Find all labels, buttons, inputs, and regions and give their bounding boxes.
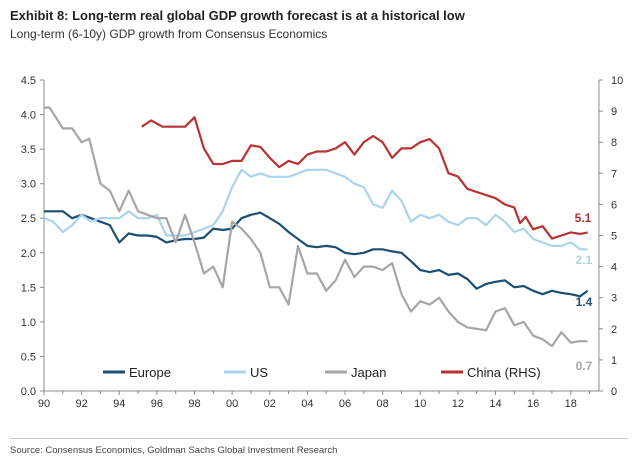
- chart-subtitle: Long-term (6-10y) GDP growth from Consen…: [10, 27, 328, 41]
- left-y-tick-label: 2.0: [21, 248, 36, 260]
- legend-label: Japan: [351, 365, 386, 380]
- left-y-tick-label: 4.0: [21, 110, 36, 122]
- right-y-tick-label: 3: [611, 293, 617, 305]
- x-tick-label: 06: [339, 398, 351, 410]
- series-line-europe: [44, 210, 589, 298]
- end-value-label: 5.1: [575, 211, 592, 225]
- end-value-label: 0.7: [576, 359, 593, 373]
- right-y-tick-label: 7: [611, 168, 617, 180]
- chart-title: Exhibit 8: Long-term real global GDP gro…: [10, 8, 465, 23]
- right-y-tick-label: 6: [611, 199, 617, 211]
- footer-divider: [10, 438, 628, 439]
- x-tick-label: 14: [489, 398, 501, 410]
- right-y-tick-label: 5: [611, 231, 617, 243]
- x-tick-label: 02: [264, 398, 276, 410]
- series-line-china-rhs: [141, 116, 588, 240]
- source-note: Source: Consensus Economics, Goldman Sac…: [10, 445, 338, 456]
- right-y-tick-label: 9: [611, 106, 617, 118]
- left-y-tick-label: 3.0: [21, 179, 36, 191]
- left-y-tick-label: 1.0: [21, 317, 36, 329]
- x-tick-label: 18: [565, 398, 577, 410]
- x-tick-label: 12: [452, 398, 464, 410]
- left-y-tick-label: 3.5: [21, 144, 36, 156]
- legend-label: China (RHS): [467, 365, 541, 380]
- series-line-us: [43, 168, 588, 251]
- left-y-tick-label: 1.5: [21, 282, 36, 294]
- right-y-tick-label: 1: [611, 355, 617, 367]
- right-y-tick-label: 10: [611, 75, 623, 87]
- legend-label: US: [250, 365, 268, 380]
- x-tick-label: 04: [301, 398, 313, 410]
- x-tick-label: 96: [151, 398, 163, 410]
- right-y-tick-label: 4: [611, 262, 617, 274]
- end-value-label: 1.4: [576, 295, 593, 309]
- right-y-tick-label: 2: [611, 324, 617, 336]
- end-value-label: 2.1: [576, 253, 593, 267]
- x-tick-label: 08: [377, 398, 389, 410]
- line-chart: 0.00.51.01.52.02.53.03.54.04.50123456789…: [21, 75, 624, 410]
- series-line-japan: [44, 106, 588, 348]
- right-y-tick-label: 0: [611, 386, 617, 398]
- x-tick-label: 10: [414, 398, 426, 410]
- left-y-tick-label: 4.5: [21, 75, 36, 87]
- x-tick-label: 90: [38, 398, 50, 410]
- left-y-tick-label: 0.5: [21, 351, 36, 363]
- x-tick-label: 94: [113, 398, 125, 410]
- x-tick-label: 00: [226, 398, 238, 410]
- x-tick-label: 98: [188, 398, 200, 410]
- right-y-tick-label: 8: [611, 137, 617, 149]
- left-y-tick-label: 2.5: [21, 213, 36, 225]
- left-y-tick-label: 0.0: [21, 386, 36, 398]
- legend-label: Europe: [129, 365, 171, 380]
- x-tick-label: 16: [527, 398, 539, 410]
- x-tick-label: 92: [76, 398, 88, 410]
